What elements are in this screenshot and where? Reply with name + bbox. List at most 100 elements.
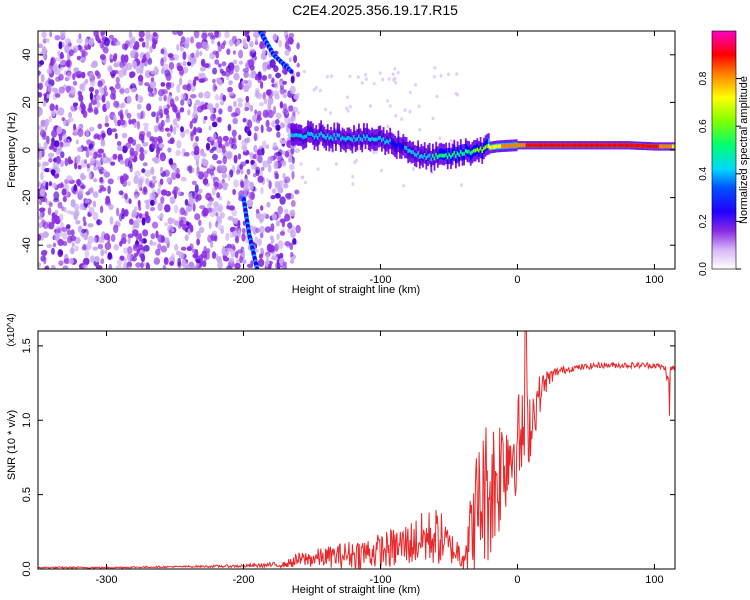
ridge-core <box>346 136 349 140</box>
noise-speckle <box>186 37 190 43</box>
noise-speckle <box>39 212 43 218</box>
noise-speckle <box>96 101 101 108</box>
noise-speckle <box>195 41 203 49</box>
sparse-speckle <box>374 150 378 154</box>
noise-speckle <box>269 59 276 68</box>
noise-speckle <box>282 172 286 179</box>
noise-speckle <box>282 103 287 111</box>
noise-speckle <box>279 231 285 236</box>
sparse-speckle <box>379 168 383 173</box>
noise-speckle <box>121 66 126 73</box>
noise-speckle <box>218 108 223 115</box>
ridge-core <box>308 132 311 136</box>
noise-speckle <box>285 34 289 43</box>
noise-speckle <box>96 265 103 269</box>
sparse-speckle <box>372 81 376 86</box>
ridge-core <box>399 144 401 149</box>
ridge-core <box>650 144 653 149</box>
sparse-speckle <box>387 77 391 81</box>
noise-speckle <box>47 207 52 216</box>
noise-speckle <box>70 246 75 255</box>
noise-speckle <box>83 221 87 227</box>
noise-speckle <box>131 209 137 218</box>
noise-speckle <box>159 166 164 174</box>
noise-speckle <box>140 261 144 269</box>
noise-speckle <box>262 160 269 168</box>
noise-speckle <box>38 233 42 241</box>
x-tick-label: -200 <box>232 574 254 586</box>
noise-speckle <box>279 252 284 260</box>
noise-speckle <box>50 141 55 149</box>
ridge-core <box>642 144 645 148</box>
noise-speckle <box>279 218 286 223</box>
noise-speckle <box>196 166 200 175</box>
noise-speckle <box>161 89 168 95</box>
noise-speckle <box>82 244 87 250</box>
noise-speckle <box>133 150 139 157</box>
noise-speckle <box>74 210 80 217</box>
noise-speckle <box>45 181 49 191</box>
sparse-speckle <box>314 86 318 90</box>
noise-speckle <box>138 37 144 42</box>
noise-speckle <box>127 266 131 269</box>
noise-speckle <box>53 140 60 148</box>
colorbar-tick-label: 0.2 <box>698 214 709 228</box>
ridge-core <box>596 143 599 148</box>
noise-speckle <box>217 136 223 145</box>
sparse-speckle <box>408 90 412 95</box>
ridge-core <box>655 144 658 149</box>
sparse-speckle <box>348 74 352 79</box>
ridge-core <box>540 143 543 148</box>
noise-speckle <box>111 73 115 79</box>
noise-speckle <box>237 229 241 238</box>
ridge-core <box>530 143 533 148</box>
ridge-core <box>547 143 549 148</box>
noise-speckle <box>93 236 97 244</box>
ridge-core <box>560 143 562 148</box>
noise-speckle <box>46 68 53 75</box>
ridge-core <box>556 143 559 148</box>
noise-speckle <box>282 109 289 115</box>
noise-speckle <box>185 220 190 227</box>
noise-speckle <box>213 181 220 188</box>
ridge-core <box>295 133 298 137</box>
ridge-core <box>446 155 449 160</box>
ridge-core <box>673 144 675 149</box>
noise-speckle <box>254 37 259 45</box>
noise-speckle <box>160 69 165 75</box>
noise-speckle <box>100 31 106 36</box>
noise-speckle <box>176 113 181 122</box>
noise-speckle <box>226 265 232 269</box>
noise-speckle <box>217 204 224 213</box>
noise-speckle <box>86 163 91 169</box>
y-tick-label: -40 <box>21 237 33 253</box>
ridge-mid <box>331 135 334 147</box>
ridge-core <box>670 144 673 149</box>
noise-speckle <box>38 207 46 213</box>
noise-speckle <box>150 233 156 240</box>
noise-speckle <box>198 92 204 99</box>
noise-speckle <box>40 255 46 262</box>
noise-speckle <box>67 156 72 165</box>
noise-speckle <box>272 90 279 97</box>
ridge-core <box>376 137 378 142</box>
ridge-core <box>634 143 636 148</box>
ridge-core <box>662 144 664 149</box>
noise-speckle <box>274 172 279 180</box>
ridge-core <box>293 133 296 138</box>
noise-speckle <box>82 110 88 118</box>
ridge-core <box>552 143 554 148</box>
sparse-speckle <box>296 111 300 115</box>
ridge-core <box>644 144 646 148</box>
noise-speckle <box>53 62 58 70</box>
sparse-speckle <box>435 94 439 99</box>
ridge-core <box>367 137 370 141</box>
noise-speckle <box>55 109 60 116</box>
ridge-core <box>606 143 609 148</box>
noise-speckle <box>153 257 161 265</box>
ridge-core <box>302 135 304 140</box>
noise-speckle <box>143 238 147 244</box>
noise-speckle <box>259 42 267 49</box>
noise-speckle <box>93 134 98 140</box>
noise-speckle <box>195 51 200 59</box>
